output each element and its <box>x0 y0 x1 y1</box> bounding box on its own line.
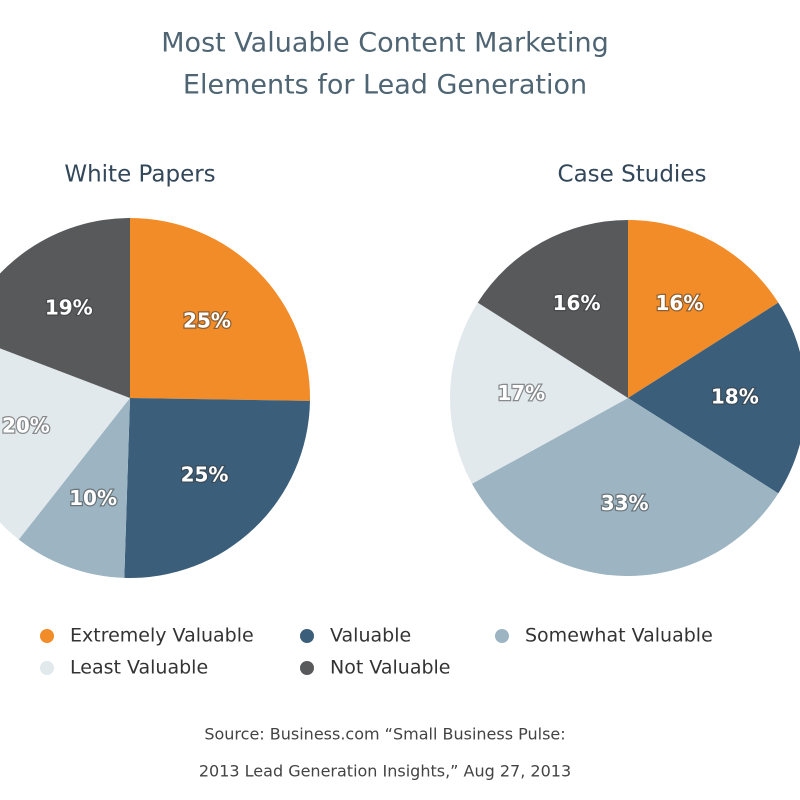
data-label: 25% <box>181 463 229 487</box>
legend-marker <box>300 661 314 675</box>
data-label: 33% <box>601 491 649 515</box>
source: Source: Business.com “Small Business Pul… <box>204 725 565 744</box>
pie-slice <box>18 398 130 578</box>
legend-marker <box>495 629 509 643</box>
pie-slice <box>450 302 628 484</box>
pie-slice <box>0 348 130 540</box>
data-label: 18% <box>711 385 759 409</box>
pie-slice <box>124 398 310 578</box>
pie-title: Case Studies <box>558 162 707 188</box>
legend-marker <box>300 629 314 643</box>
data-label: 10% <box>69 486 117 510</box>
data-label: 25% <box>183 309 231 333</box>
legend-label: Valuable <box>330 625 411 647</box>
legend-marker <box>40 661 54 675</box>
pie-slice <box>130 218 311 401</box>
pie-slice <box>472 398 779 577</box>
legend-label: Not Valuable <box>330 657 451 679</box>
data-label: 17% <box>497 381 545 405</box>
data-label: 20% <box>2 413 50 437</box>
data-label: 19% <box>45 296 93 320</box>
legend-marker <box>40 629 54 643</box>
legend-label: Least Valuable <box>70 657 208 679</box>
data-label: 16% <box>656 291 704 315</box>
pie-slice <box>628 302 800 494</box>
source: 2013 Lead Generation Insights,” Aug 27, … <box>199 762 571 781</box>
chart-title: Elements for Lead Generation <box>183 70 587 101</box>
pie-slice <box>477 220 628 398</box>
legend-label: Extremely Valuable <box>70 625 254 647</box>
pie-title: White Papers <box>64 162 215 188</box>
data-label: 16% <box>553 291 601 315</box>
pie-slice <box>0 218 130 398</box>
legend-label: Somewhat Valuable <box>525 625 713 647</box>
pie-slice <box>628 220 779 398</box>
chart-title: Most Valuable Content Marketing <box>161 28 609 59</box>
